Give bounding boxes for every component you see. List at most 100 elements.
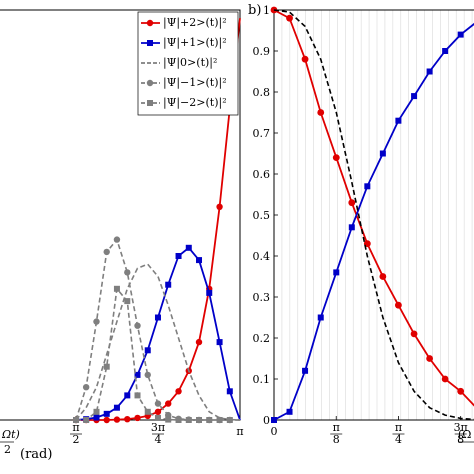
left-xtick-label-den: 4 bbox=[155, 433, 162, 446]
right-point-red bbox=[286, 14, 293, 22]
left-legend: |Ψ|+2>(t)|² |Ψ|+1>(t)|² |Ψ|0>(t)|² |Ψ|−1>(t… bbox=[137, 11, 239, 116]
left-xtick-label-num: π bbox=[72, 421, 79, 434]
left-point-m1 bbox=[134, 322, 141, 329]
right-series-line-red bbox=[273, 9, 474, 407]
left-point-m2 bbox=[93, 408, 100, 415]
left-point-m2 bbox=[113, 285, 120, 292]
legend-label-p2: |Ψ|+2>(t)|² bbox=[163, 16, 227, 30]
left-point-p1 bbox=[154, 314, 161, 321]
right-point-red bbox=[394, 301, 402, 309]
right-ytick-label: 1 bbox=[263, 4, 270, 17]
left-point-p1 bbox=[196, 257, 203, 264]
right-point-blue bbox=[348, 224, 355, 231]
left-point-p1 bbox=[175, 253, 182, 259]
right-xtick-label-den: 8 bbox=[457, 433, 464, 446]
right-point-blue bbox=[271, 417, 277, 423]
left-point-m2 bbox=[154, 414, 161, 421]
legend-label-z0: |Ψ|0>(t)|² bbox=[163, 56, 217, 70]
right-xtick-label-num: π bbox=[395, 421, 402, 434]
right-ytick-label: 0.4 bbox=[253, 250, 271, 263]
left-point-m2 bbox=[134, 392, 141, 399]
right-point-red bbox=[441, 375, 449, 383]
left-point-p2 bbox=[216, 203, 223, 210]
right-point-blue bbox=[286, 408, 293, 415]
left-xtick-label-num: 3π bbox=[151, 421, 165, 434]
left-point-p1 bbox=[185, 244, 192, 251]
left-point-m1 bbox=[82, 384, 90, 391]
legend-marker-m2 bbox=[147, 100, 153, 106]
right-ytick-label: 0.5 bbox=[253, 209, 271, 222]
left-xtick-label: π bbox=[236, 425, 243, 438]
right-point-red bbox=[426, 355, 434, 362]
right-point-blue bbox=[379, 150, 386, 157]
left-xlabel-stub: Ωt) bbox=[1, 428, 20, 441]
right-ytick-label: 0.7 bbox=[253, 127, 271, 140]
left-point-m1 bbox=[113, 236, 121, 243]
left-point-m2 bbox=[144, 408, 151, 415]
right-point-blue bbox=[317, 314, 324, 321]
left-point-p1 bbox=[144, 347, 151, 354]
left-point-m2 bbox=[216, 417, 223, 423]
left-point-m2 bbox=[206, 417, 213, 423]
left-point-m2 bbox=[103, 363, 110, 370]
left-xlabel-den: 2 bbox=[4, 443, 11, 456]
left-point-p1 bbox=[216, 339, 223, 346]
left-point-p2 bbox=[165, 400, 172, 407]
left-xtick-label: 3π4 bbox=[151, 421, 165, 446]
right-series-line-dashed bbox=[273, 9, 474, 421]
left-point-m2 bbox=[124, 298, 131, 305]
left-point-p1 bbox=[226, 388, 233, 395]
right-point-red bbox=[379, 273, 387, 280]
left-point-m2 bbox=[185, 417, 192, 423]
right-point-red bbox=[301, 55, 309, 63]
right-point-red bbox=[410, 330, 418, 338]
right-point-red bbox=[332, 154, 340, 162]
right-point-blue bbox=[333, 269, 340, 276]
left-xtick-label-den: 2 bbox=[73, 433, 80, 446]
left-point-p2 bbox=[124, 415, 131, 423]
right-point-red bbox=[317, 109, 325, 116]
left-point-p2 bbox=[175, 388, 182, 395]
left-series-line-z0 bbox=[75, 263, 241, 421]
right-ytick-label: 0.9 bbox=[253, 45, 271, 58]
right-series-line-blue bbox=[273, 22, 474, 421]
right-point-red bbox=[348, 199, 356, 207]
right-ytick-label: 0 bbox=[263, 414, 270, 427]
legend-label-p1: |Ψ|+1>(t)|² bbox=[163, 36, 227, 50]
left-series-line-m2 bbox=[76, 286, 240, 421]
left-point-m1 bbox=[124, 269, 131, 276]
right-ytick-label: 0.3 bbox=[253, 291, 271, 304]
left-point-p2 bbox=[113, 416, 121, 423]
right-xtick-label: π4 bbox=[392, 421, 405, 446]
legend-marker-p2 bbox=[146, 19, 154, 27]
left-point-m1 bbox=[144, 371, 151, 379]
left-point-m2 bbox=[83, 417, 90, 423]
left-point-p1 bbox=[113, 404, 120, 411]
left-point-m1 bbox=[103, 248, 110, 256]
left-point-p1 bbox=[206, 289, 213, 296]
legend-marker-p1 bbox=[147, 40, 153, 46]
right-xtick-label: 3π8 bbox=[454, 421, 468, 446]
right-xlabel-stub: (Ω bbox=[458, 428, 471, 441]
left-point-m2 bbox=[73, 417, 80, 423]
right-xtick-label: 0 bbox=[271, 425, 278, 438]
right-point-blue bbox=[395, 117, 402, 124]
legend-label-m1: |Ψ|−1>(t)|² bbox=[163, 76, 227, 90]
right-point-red bbox=[457, 387, 465, 395]
right-point-blue bbox=[457, 31, 464, 38]
right-ytick-label: 0.8 bbox=[253, 86, 271, 99]
left-point-p2 bbox=[103, 416, 110, 424]
right-xtick-label-num: π bbox=[333, 421, 340, 434]
right-xtick-label-den: 4 bbox=[395, 433, 402, 446]
left-point-m1 bbox=[93, 318, 100, 325]
right-point-blue bbox=[426, 68, 433, 75]
left-point-m2 bbox=[196, 417, 203, 423]
left-point-m2 bbox=[175, 417, 182, 423]
panel-label-b: b) bbox=[248, 3, 261, 18]
left-point-p2 bbox=[195, 338, 203, 346]
left-xlabel-unit: (rad) bbox=[20, 447, 52, 462]
right-ytick-label: 0.6 bbox=[253, 168, 271, 181]
left-xtick-label: π2 bbox=[70, 421, 82, 446]
